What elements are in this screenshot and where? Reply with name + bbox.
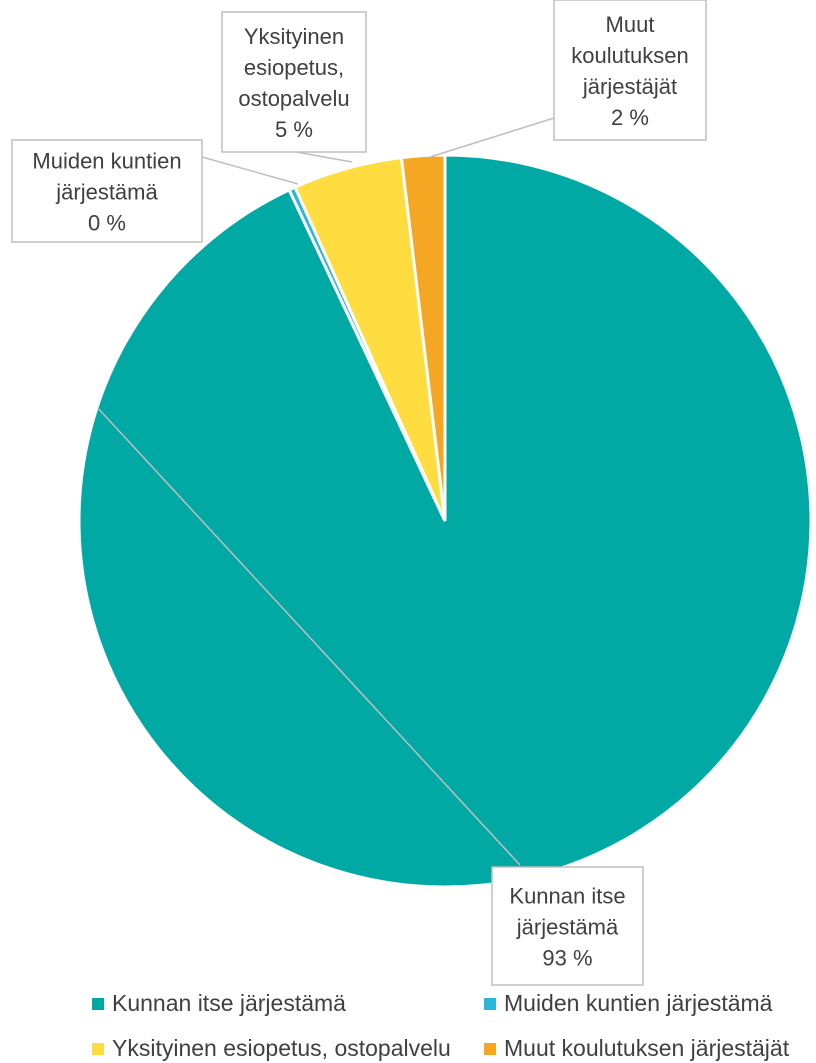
data-label-kunnan: Kunnan itse järjestämä 93 % <box>492 867 643 985</box>
data-label-text-kunnan: 93 % <box>542 946 592 971</box>
data-label-text-yksityinen: Yksityinen <box>244 24 344 49</box>
data-label-muiden: Muiden kuntien järjestämä 0 % <box>12 140 202 242</box>
data-label-text-muiden: Muiden kuntien <box>32 149 181 174</box>
data-label-text-muiden: järjestämä <box>55 180 158 205</box>
data-label-text-yksityinen: ostopalvelu <box>238 86 349 111</box>
data-label-text-muut: järjestäjät <box>582 74 677 99</box>
data-label-text-muut: 2 % <box>611 105 649 130</box>
data-label-text-yksityinen: esiopetus, <box>244 55 344 80</box>
leader-line-muut <box>430 118 554 157</box>
data-label-text-muut: Muut <box>606 12 655 37</box>
data-label-text-yksityinen: 5 % <box>275 117 313 142</box>
leader-line-yksityinen <box>296 152 352 162</box>
data-label-text-kunnan: Kunnan itse <box>509 884 625 909</box>
data-label-text-muut: koulutuksen <box>571 43 688 68</box>
data-label-yksityinen: Yksityinen esiopetus, ostopalvelu 5 % <box>222 12 366 152</box>
data-label-text-muiden: 0 % <box>88 211 126 236</box>
data-label-muut: Muut koulutuksen järjestäjät 2 % <box>554 0 706 140</box>
leader-line-muiden <box>202 157 298 184</box>
data-label-text-kunnan: järjestämä <box>516 915 619 940</box>
